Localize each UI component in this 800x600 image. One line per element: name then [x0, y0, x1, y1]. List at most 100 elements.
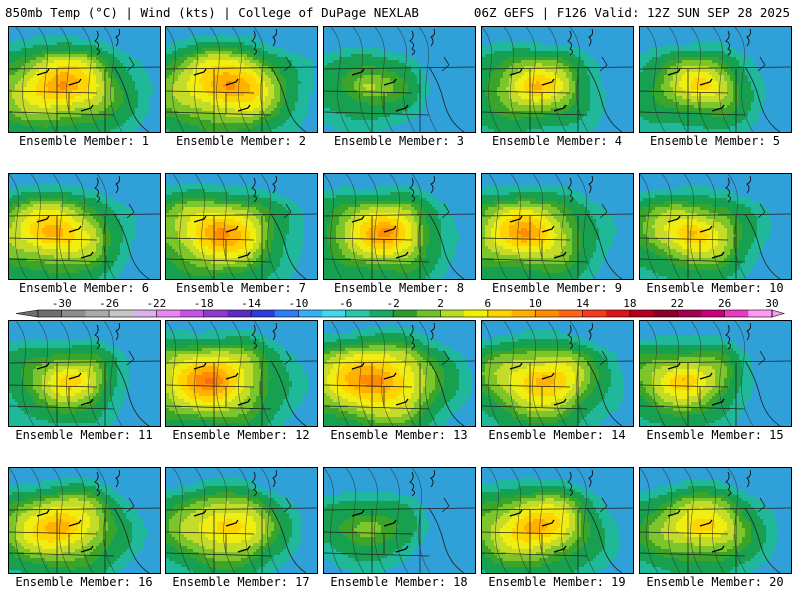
field-cell: [474, 54, 475, 57]
field-cell: [141, 30, 144, 33]
field-cell: [456, 87, 459, 90]
field-cell: [336, 51, 339, 54]
field-cell: [301, 36, 304, 39]
field-cell: [301, 129, 304, 132]
field-cell: [283, 87, 286, 90]
field-cell: [292, 111, 295, 114]
field-cell: [208, 108, 211, 111]
field-cell: [132, 27, 135, 30]
field-cell: [90, 72, 93, 75]
field-cell: [456, 105, 459, 108]
field-cell: [33, 93, 36, 96]
field-cell: [196, 78, 199, 81]
field-cell: [181, 117, 184, 120]
field-cell: [241, 129, 244, 132]
field-cell: [87, 129, 90, 132]
field-cell: [42, 96, 45, 99]
field-cell: [411, 51, 414, 54]
field-cell: [447, 105, 450, 108]
field-cell: [60, 111, 63, 114]
field-cell: [301, 96, 304, 99]
field-cell: [345, 93, 348, 96]
field-cell: [298, 81, 301, 84]
field-cell: [339, 36, 342, 39]
field-cell: [453, 99, 456, 102]
field-cell: [354, 48, 357, 51]
field-cell: [39, 60, 42, 63]
field-cell: [27, 93, 30, 96]
field-cell: [226, 51, 229, 54]
field-cell: [12, 39, 15, 42]
field-cell: [327, 42, 330, 45]
field-cell: [132, 69, 135, 72]
field-cell: [123, 81, 126, 84]
field-cell: [66, 69, 69, 72]
field-cell: [15, 117, 18, 120]
field-cell: [84, 60, 87, 63]
field-cell: [69, 54, 72, 57]
field-cell: [292, 93, 295, 96]
field-cell: [126, 45, 129, 48]
field-cell: [241, 36, 244, 39]
field-cell: [298, 78, 301, 81]
field-cell: [336, 45, 339, 48]
field-cell: [27, 36, 30, 39]
field-cell: [474, 72, 475, 75]
field-cell: [187, 36, 190, 39]
field-cell: [289, 33, 292, 36]
field-cell: [105, 63, 108, 66]
field-cell: [363, 81, 366, 84]
field-cell: [48, 45, 51, 48]
field-cell: [259, 78, 262, 81]
field-cell: [123, 114, 126, 117]
field-cell: [48, 87, 51, 90]
field-cell: [247, 42, 250, 45]
field-cell: [15, 87, 18, 90]
field-cell: [235, 66, 238, 69]
field-cell: [172, 45, 175, 48]
field-cell: [51, 84, 54, 87]
field-cell: [39, 54, 42, 57]
field-cell: [286, 48, 289, 51]
field-cell: [283, 60, 286, 63]
field-cell: [447, 36, 450, 39]
field-cell: [289, 87, 292, 90]
field-cell: [247, 69, 250, 72]
field-cell: [21, 105, 24, 108]
field-cell: [166, 57, 169, 60]
field-cell: [304, 120, 307, 123]
field-cell: [111, 114, 114, 117]
field-cell: [357, 42, 360, 45]
field-cell: [102, 72, 105, 75]
field-cell: [169, 129, 172, 132]
field-cell: [102, 99, 105, 102]
field-cell: [63, 39, 66, 42]
field-cell: [393, 102, 396, 105]
field-cell: [63, 108, 66, 111]
field-cell: [307, 87, 310, 90]
field-cell: [289, 108, 292, 111]
field-cell: [316, 33, 317, 36]
field-cell: [141, 51, 144, 54]
field-cell: [402, 81, 405, 84]
field-cell: [292, 75, 295, 78]
field-cell: [295, 30, 298, 33]
field-cell: [30, 36, 33, 39]
field-cell: [348, 102, 351, 105]
field-cell: [363, 27, 366, 30]
field-cell: [411, 105, 414, 108]
field-cell: [307, 69, 310, 72]
field-cell: [351, 81, 354, 84]
field-cell: [169, 84, 172, 87]
field-cell: [232, 42, 235, 45]
field-cell: [387, 30, 390, 33]
field-cell: [90, 63, 93, 66]
field-cell: [193, 57, 196, 60]
field-cell: [153, 42, 156, 45]
field-cell: [138, 45, 141, 48]
field-cell: [190, 63, 193, 66]
field-cell: [181, 39, 184, 42]
field-cell: [414, 54, 417, 57]
field-cell: [42, 42, 45, 45]
field-cell: [268, 102, 271, 105]
